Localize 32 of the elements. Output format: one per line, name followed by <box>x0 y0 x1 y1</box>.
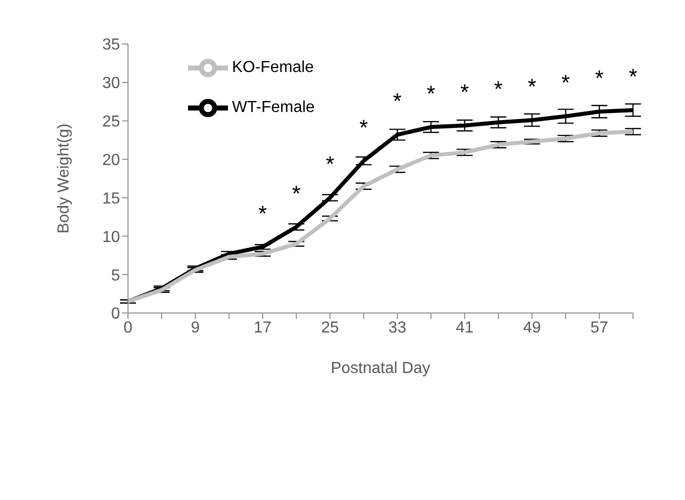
data-label: * <box>258 200 268 226</box>
y-tick-label: 5 <box>111 267 120 284</box>
y-tick-label: 30 <box>102 75 120 92</box>
x-tick-label: 33 <box>388 319 406 336</box>
x-tick-label: 41 <box>456 319 474 336</box>
data-label: * <box>359 114 368 140</box>
y-tick-label: 35 <box>102 36 120 54</box>
y-tick-label: 0 <box>111 306 120 323</box>
data-label: * <box>494 76 504 102</box>
y-tick-label: 10 <box>102 228 120 246</box>
x-axis-title: Postnatal Day <box>330 360 430 377</box>
data-label: * <box>528 74 537 100</box>
data-label: * <box>628 64 638 90</box>
data-label: * <box>292 180 302 206</box>
y-tick-label: 25 <box>102 114 120 131</box>
y-tick-label: 20 <box>102 152 120 169</box>
data-label: * <box>393 88 402 114</box>
x-tick-label: 57 <box>590 319 608 336</box>
x-tick-label: 25 <box>321 319 339 336</box>
legend-label: KO-Female <box>232 59 314 76</box>
y-tick-label: 15 <box>102 190 120 208</box>
data-label: * <box>426 81 436 106</box>
x-tick-label: 17 <box>254 319 272 336</box>
x-tick-label: 9 <box>190 319 200 336</box>
data-label: * <box>561 70 570 96</box>
data-label: * <box>326 152 335 177</box>
x-tick-label: 49 <box>523 319 541 336</box>
data-label: * <box>460 79 470 104</box>
y-axis-title: Body Weight(g) <box>56 124 73 234</box>
data-label: * <box>595 66 604 91</box>
legend-label: WT-Female <box>232 99 315 116</box>
x-tick-label: 0 <box>124 319 133 336</box>
